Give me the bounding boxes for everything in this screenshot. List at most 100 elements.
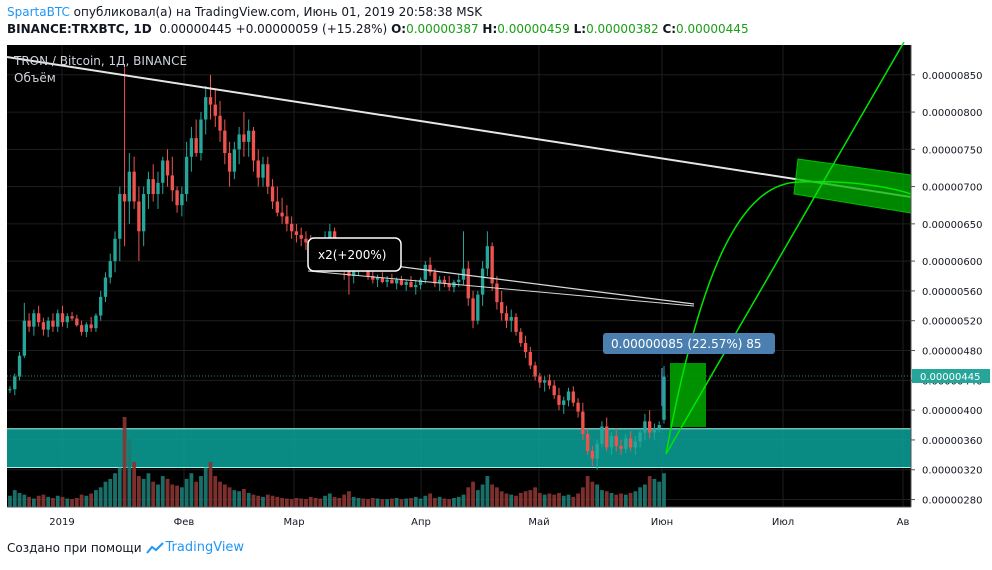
volume-bar	[585, 476, 590, 507]
candle-body	[151, 179, 155, 195]
chart-area[interactable]: 0.00000850 0.00000800 0.00000750 0.00000700…	[0, 41, 992, 536]
volume-bar	[552, 494, 557, 507]
last-price: 0.00000445	[159, 22, 232, 36]
volume-bar	[423, 495, 428, 507]
measure-label: 0.00000085 (22.57%) 85	[603, 333, 775, 354]
created-with-text: Создано при помощи	[7, 540, 142, 555]
candle-body	[447, 283, 451, 288]
candle-body	[175, 190, 179, 206]
chart-header: SpartaBTC опубликовал(а) на TradingView.…	[0, 0, 992, 42]
support-zone	[7, 428, 911, 469]
volume-bar	[485, 476, 490, 507]
volume-bar	[27, 496, 32, 507]
volume-bar	[432, 498, 437, 507]
time-tick-label: Май	[528, 517, 549, 528]
author-link[interactable]: SpartaBTC	[7, 5, 70, 19]
candle-body	[289, 223, 294, 232]
candle-body	[122, 194, 127, 202]
volume-bar	[628, 492, 633, 507]
volume-bar	[213, 476, 218, 507]
volume-bar	[461, 494, 466, 507]
volume-bar	[141, 478, 146, 507]
candle-body	[17, 355, 22, 377]
candle-body	[79, 325, 84, 332]
volume-bar	[103, 481, 108, 507]
candle-body	[46, 320, 50, 330]
volume-bar	[437, 496, 442, 507]
volume-bar	[590, 481, 595, 507]
candle-body	[371, 276, 375, 280]
price-change: +0.00000059 (+15.28%)	[235, 22, 388, 36]
candle-body	[280, 212, 284, 217]
volume-bar	[256, 495, 261, 507]
candle-body	[8, 389, 12, 391]
volume-bar	[199, 476, 203, 507]
candle-body	[242, 134, 246, 142]
price-axis[interactable]: 0.00000850 0.00000800 0.00000750 0.00000700…	[910, 45, 990, 507]
price-tick-label: 0.00000700	[922, 183, 982, 194]
volume-bar	[504, 493, 509, 507]
candle-body	[442, 279, 447, 284]
candle-body	[256, 160, 260, 178]
time-tick-label: Мар	[283, 517, 304, 528]
volume-bar	[208, 462, 213, 507]
tradingview-brand-link[interactable]: TradingView	[165, 540, 245, 555]
candle-body	[189, 138, 194, 157]
volume-bar	[633, 491, 638, 507]
volume-bar	[8, 495, 12, 507]
candle-body	[56, 313, 60, 327]
candle-body	[184, 156, 189, 195]
volume-bar	[265, 494, 270, 507]
volume-bar	[528, 490, 533, 507]
time-tick-label: Июл	[772, 517, 794, 528]
volume-bar	[375, 498, 380, 507]
candle-body	[605, 426, 609, 448]
candle-body	[60, 313, 65, 323]
candle-body	[208, 97, 213, 105]
volume-bar	[614, 494, 619, 507]
volume-bar	[662, 473, 666, 507]
candle-body	[89, 324, 93, 329]
candle-body	[299, 235, 303, 239]
trendline-inner-2	[307, 270, 695, 307]
candle-body	[552, 385, 556, 396]
time-tick-label: Апр	[411, 517, 431, 528]
candle-body	[380, 277, 385, 282]
volume-bar	[366, 499, 370, 507]
support-zone-rect	[7, 428, 911, 468]
candle-body	[533, 365, 537, 377]
price-chart[interactable]: 0.00000850 0.00000800 0.00000750 0.00000700…	[0, 41, 992, 536]
price-tick-label: 0.00000600	[922, 257, 982, 268]
volume-bar	[17, 492, 22, 507]
candle-body	[457, 279, 461, 282]
candle-body	[113, 238, 117, 262]
volume-bar	[351, 496, 356, 507]
candle-body	[75, 318, 79, 326]
volume-bar	[294, 498, 299, 507]
volume-bar	[179, 487, 184, 507]
candle-body	[657, 425, 661, 429]
candle-body	[509, 316, 513, 321]
volume-bar	[270, 495, 275, 507]
volume-bar	[79, 494, 84, 507]
volume-bar	[557, 492, 561, 507]
candle-body	[428, 264, 432, 273]
price-tick-label: 0.00000520	[922, 317, 982, 328]
volume-bar	[55, 495, 60, 507]
time-axis[interactable]: 2019 Фев Мар Апр Май Июн Июл Ав	[7, 506, 911, 528]
footer: Создано при помощи TradingView	[7, 540, 244, 555]
candle-body	[165, 160, 170, 176]
volume-bar	[380, 499, 385, 507]
volume-bar	[98, 487, 103, 507]
volume-bar	[203, 467, 208, 507]
volume-bar	[117, 467, 122, 507]
high-label: H:	[482, 22, 498, 36]
candle-body	[32, 313, 36, 327]
volume-bar	[495, 487, 499, 507]
volume-bar	[342, 494, 347, 507]
volume-bar	[442, 498, 447, 507]
candle-body	[375, 277, 380, 280]
volume-bar	[308, 496, 313, 507]
volume-bar	[242, 489, 246, 507]
candle-body	[103, 277, 108, 297]
